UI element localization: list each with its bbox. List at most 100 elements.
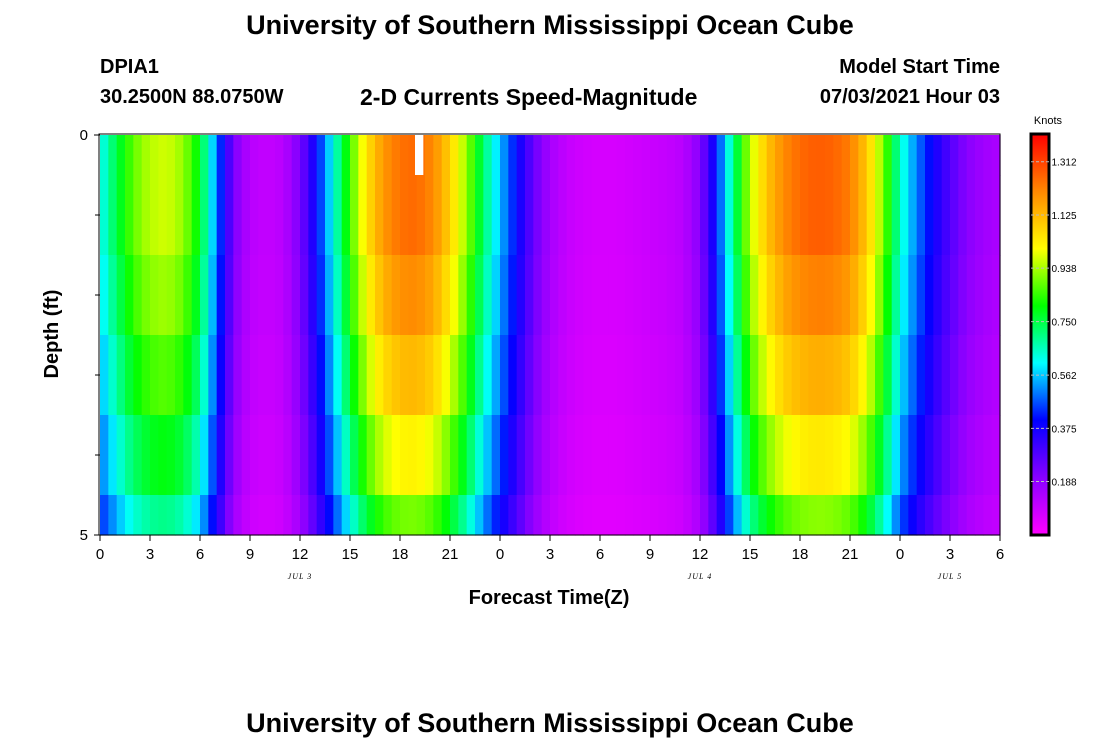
heatmap-cell — [208, 415, 218, 496]
heatmap-cell — [191, 335, 201, 416]
heatmap-cell — [850, 415, 859, 496]
heatmap-cell — [925, 335, 934, 416]
heatmap-cell — [933, 415, 943, 496]
heatmap-cell — [766, 335, 776, 416]
heatmap-cell — [283, 495, 293, 536]
heatmap-cell — [300, 255, 309, 336]
heatmap-cell — [933, 335, 943, 416]
heatmap-cell — [816, 175, 826, 256]
heatmap-cell — [716, 175, 726, 256]
heatmap-cell — [175, 495, 184, 536]
heatmap-cell — [250, 175, 259, 256]
heatmap-cell — [741, 255, 751, 336]
heatmap-cell — [433, 255, 443, 336]
heatmap-cell — [158, 415, 168, 496]
heatmap-cell — [725, 335, 734, 416]
heatmap-cell — [925, 415, 934, 496]
heatmap-cell — [783, 175, 793, 256]
x-tick-label: 18 — [392, 546, 409, 563]
heatmap-cell — [300, 135, 309, 176]
heatmap-cell — [416, 175, 426, 256]
heatmap-cell — [991, 255, 1001, 336]
x-tick-label: 9 — [646, 546, 654, 563]
heatmap-cell — [633, 495, 643, 536]
heatmap-cell — [408, 135, 418, 176]
heatmap-cell — [133, 495, 143, 536]
heatmap-cell — [600, 495, 609, 536]
heatmap-cell — [550, 255, 559, 336]
heatmap-cell — [525, 175, 534, 256]
heatmap-cell — [966, 335, 976, 416]
heatmap-cell — [800, 335, 809, 416]
heatmap-cell — [458, 135, 468, 176]
heatmap-cell — [216, 175, 226, 256]
heatmap-cell — [125, 495, 134, 536]
heatmap-cell — [558, 335, 568, 416]
heatmap-cell — [483, 135, 493, 176]
heatmap-cell — [908, 135, 918, 176]
heatmap-cell — [250, 135, 259, 176]
heatmap-cell — [650, 175, 659, 256]
heatmap-cell — [841, 175, 851, 256]
heatmap-cell — [250, 495, 259, 536]
heatmap-cell — [366, 175, 376, 256]
heatmap-cell — [650, 255, 659, 336]
heatmap-cell — [641, 335, 651, 416]
heatmap-cell — [525, 135, 534, 176]
heatmap-cell — [991, 415, 1001, 496]
heatmap-cell — [908, 495, 918, 536]
heatmap-cell — [941, 495, 951, 536]
heatmap-cell — [141, 255, 151, 336]
heatmap-cell — [866, 415, 876, 496]
heatmap-cell — [183, 175, 193, 256]
heatmap-cell — [266, 415, 276, 496]
heatmap-cell — [366, 415, 376, 496]
heatmap-cell — [883, 495, 893, 536]
heatmap-cell — [158, 255, 168, 336]
heatmap-cell — [383, 415, 393, 496]
heatmap-cell — [833, 335, 843, 416]
heatmap-cell — [458, 255, 468, 336]
heatmap-cell — [975, 415, 984, 496]
x-day-label: JUL 4 — [688, 572, 713, 581]
heatmap-cell — [283, 415, 293, 496]
heatmap-cell — [916, 135, 926, 176]
heatmap-cell — [783, 255, 793, 336]
heatmap-cell — [116, 415, 126, 496]
heatmap-cell — [583, 495, 593, 536]
heatmap-cell — [591, 175, 601, 256]
heatmap-cell — [675, 495, 684, 536]
heatmap-cell — [200, 255, 209, 336]
heatmap-cell — [566, 135, 576, 176]
heatmap-cell — [816, 495, 826, 536]
heatmap-cell — [166, 415, 176, 496]
heatmap-cell — [508, 255, 518, 336]
heatmap-cell — [175, 335, 184, 416]
heatmap-cell — [383, 495, 393, 536]
heatmap-cell — [691, 255, 701, 336]
heatmap-cell — [333, 495, 343, 536]
heatmap-cell — [541, 495, 551, 536]
heatmap-cell — [266, 175, 276, 256]
heatmap-cell — [533, 335, 543, 416]
heatmap-cell — [725, 135, 734, 176]
heatmap-cell — [858, 255, 868, 336]
heatmap-cell — [850, 335, 859, 416]
colorbar-tick-label: 0.750 — [1051, 318, 1076, 329]
heatmap-cell — [966, 415, 976, 496]
heatmap-cell — [216, 135, 226, 176]
heatmap-cell — [666, 495, 676, 536]
heatmap-cell — [283, 175, 293, 256]
heatmap-cell — [208, 335, 218, 416]
heatmap-cell — [975, 175, 984, 256]
heatmap-cell — [458, 495, 468, 536]
heatmap-cell — [900, 335, 909, 416]
heatmap-cell — [333, 335, 343, 416]
heatmap-cell — [358, 495, 368, 536]
y-tick-label: 5 — [80, 527, 88, 544]
heatmap-cell — [741, 335, 751, 416]
heatmap-cell — [725, 495, 734, 536]
heatmap-cell — [566, 335, 576, 416]
heatmap-cell — [600, 255, 609, 336]
heatmap-cell — [258, 135, 268, 176]
